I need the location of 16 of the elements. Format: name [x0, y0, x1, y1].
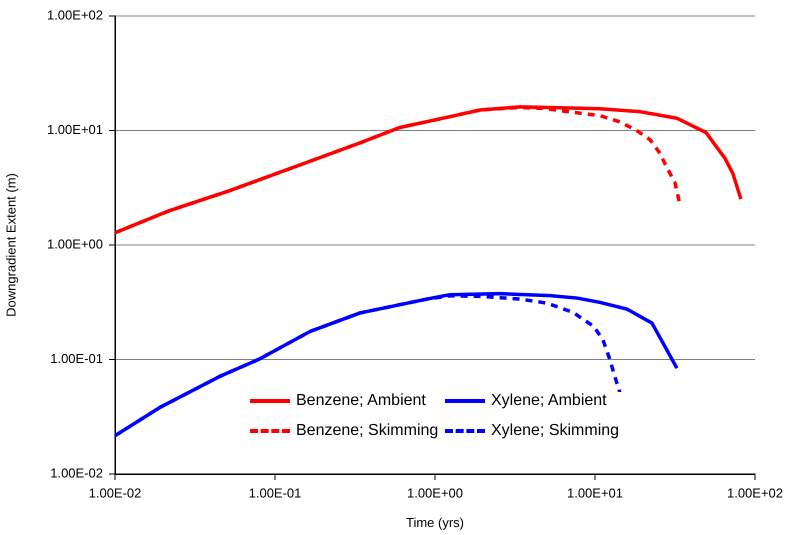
y-axis-title: Downgradient Extent (m)	[3, 173, 18, 317]
legend-label: Xylene; Skimming	[491, 422, 620, 440]
y-tick-label: 1.00E+02	[46, 8, 103, 23]
x-tick-label: 1.00E+02	[726, 485, 784, 500]
y-tick-label: 1.00E+00	[46, 236, 103, 252]
y-tick-label: 1.00E+01	[46, 122, 103, 138]
legend-label: Benzene; Skimming	[296, 422, 438, 440]
x-tick-label: 1.00E-01	[248, 485, 302, 500]
legend-label: Benzene; Ambient	[296, 392, 426, 410]
x-tick-label: 1.00E+01	[566, 485, 624, 500]
x-tick-label: 1.00E+00	[406, 485, 464, 500]
x-tick-label: 1.00E-02	[88, 485, 142, 500]
x-axis-title: Time (yrs)	[406, 514, 464, 530]
legend-label: Xylene; Ambient	[491, 392, 607, 410]
y-tick-label: 1.00E-01	[50, 351, 103, 366]
y-tick-label: 1.00E-02	[50, 466, 103, 481]
